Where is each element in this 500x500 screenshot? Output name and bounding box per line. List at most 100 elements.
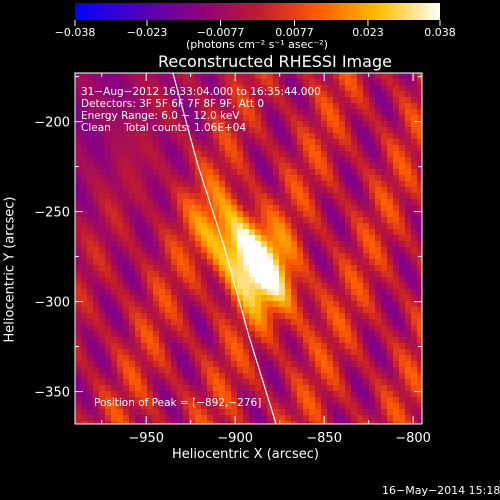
heatmap-cell bbox=[249, 85, 256, 92]
heatmap-cell bbox=[99, 379, 106, 386]
heatmap-cell bbox=[339, 91, 346, 98]
heatmap-cell bbox=[387, 157, 394, 164]
heatmap-cell bbox=[165, 91, 172, 98]
heatmap-cell bbox=[411, 403, 418, 410]
heatmap-cell bbox=[267, 319, 274, 326]
heatmap-cell bbox=[75, 205, 82, 212]
heatmap-cell bbox=[345, 283, 352, 290]
heatmap-cell bbox=[231, 295, 238, 302]
heatmap-cell bbox=[117, 361, 124, 368]
heatmap-cell bbox=[411, 295, 418, 302]
heatmap-cell bbox=[147, 325, 154, 332]
heatmap-cell bbox=[327, 349, 334, 356]
heatmap-cell bbox=[303, 283, 310, 290]
heatmap-cell bbox=[417, 241, 422, 248]
heatmap-cell bbox=[165, 205, 172, 212]
heatmap-cell bbox=[147, 199, 154, 206]
heatmap-cell bbox=[159, 391, 166, 398]
heatmap-cell bbox=[183, 163, 190, 170]
heatmap-cell bbox=[291, 211, 298, 218]
heatmap-cell bbox=[375, 115, 382, 122]
heatmap-cell bbox=[195, 349, 202, 356]
heatmap-cell bbox=[225, 313, 232, 320]
heatmap-cell bbox=[213, 139, 220, 146]
heatmap-cell bbox=[303, 421, 310, 424]
heatmap-cell bbox=[159, 181, 166, 188]
heatmap-cell bbox=[201, 175, 208, 182]
heatmap-cell bbox=[189, 193, 196, 200]
heatmap-cell bbox=[207, 271, 214, 278]
heatmap-cell bbox=[417, 247, 422, 254]
heatmap-cell bbox=[393, 157, 400, 164]
heatmap-cell bbox=[141, 259, 148, 266]
heatmap-cell bbox=[381, 127, 388, 134]
heatmap-cell bbox=[321, 385, 328, 392]
heatmap-cell bbox=[207, 85, 214, 92]
heatmap-cell bbox=[381, 385, 388, 392]
heatmap-cell bbox=[351, 367, 358, 374]
heatmap-cell bbox=[345, 181, 352, 188]
heatmap-cell bbox=[231, 391, 238, 398]
heatmap-cell bbox=[321, 175, 328, 182]
heatmap-cell bbox=[93, 355, 100, 362]
heatmap-cell bbox=[87, 415, 94, 422]
heatmap-cell bbox=[213, 277, 220, 284]
heatmap-cell bbox=[267, 91, 274, 98]
heatmap-cell bbox=[153, 277, 160, 284]
heatmap-cell bbox=[387, 205, 394, 212]
heatmap-cell bbox=[273, 181, 280, 188]
heatmap-cell bbox=[357, 97, 364, 104]
heatmap-cell bbox=[327, 319, 334, 326]
heatmap-cell bbox=[129, 337, 136, 344]
heatmap-cell bbox=[375, 385, 382, 392]
heatmap-cell bbox=[237, 103, 244, 110]
heatmap-cell bbox=[285, 235, 292, 242]
heatmap-cell bbox=[111, 331, 118, 338]
heatmap-cell bbox=[399, 409, 406, 416]
heatmap-cell bbox=[255, 163, 262, 170]
colorbar-tick-label: −0.023 bbox=[127, 26, 168, 39]
heatmap-cell bbox=[303, 73, 310, 80]
heatmap-cell bbox=[225, 343, 232, 350]
heatmap-cell bbox=[111, 115, 118, 122]
heatmap-cell bbox=[285, 181, 292, 188]
heatmap-cell bbox=[135, 133, 142, 140]
heatmap-cell bbox=[267, 163, 274, 170]
heatmap-cell bbox=[195, 217, 202, 224]
heatmap-cell bbox=[201, 163, 208, 170]
heatmap-cell bbox=[333, 367, 340, 374]
heatmap-cell bbox=[213, 151, 220, 158]
heatmap-cell bbox=[171, 109, 178, 116]
heatmap-cell bbox=[387, 103, 394, 110]
heatmap-cell bbox=[279, 313, 286, 320]
heatmap-cell bbox=[243, 127, 250, 134]
heatmap-cell bbox=[225, 325, 232, 332]
heatmap-cell bbox=[327, 301, 334, 308]
heatmap-cell bbox=[195, 325, 202, 332]
heatmap-cell bbox=[171, 193, 178, 200]
heatmap-cell bbox=[261, 361, 268, 368]
heatmap-cell bbox=[267, 199, 274, 206]
heatmap-cell bbox=[387, 175, 394, 182]
heatmap-cell bbox=[147, 151, 154, 158]
heatmap-cell bbox=[225, 265, 232, 272]
heatmap-cell bbox=[207, 181, 214, 188]
heatmap-cell bbox=[279, 349, 286, 356]
heatmap-cell bbox=[255, 349, 262, 356]
heatmap-cell bbox=[375, 379, 382, 386]
heatmap-cell bbox=[213, 235, 220, 242]
heatmap-cell bbox=[309, 85, 316, 92]
heatmap-cell bbox=[159, 415, 166, 422]
heatmap-cell bbox=[243, 247, 250, 254]
heatmap-cell bbox=[81, 313, 88, 320]
heatmap-cell bbox=[273, 247, 280, 254]
heatmap-cell bbox=[315, 229, 322, 236]
heatmap-cell bbox=[99, 181, 106, 188]
heatmap-cell bbox=[231, 211, 238, 218]
y-tick-label: −200 bbox=[34, 116, 70, 131]
heatmap-cell bbox=[99, 157, 106, 164]
heatmap-cell bbox=[117, 337, 124, 344]
heatmap-cell bbox=[81, 109, 88, 116]
heatmap-cell bbox=[363, 199, 370, 206]
heatmap-cell bbox=[273, 373, 280, 380]
